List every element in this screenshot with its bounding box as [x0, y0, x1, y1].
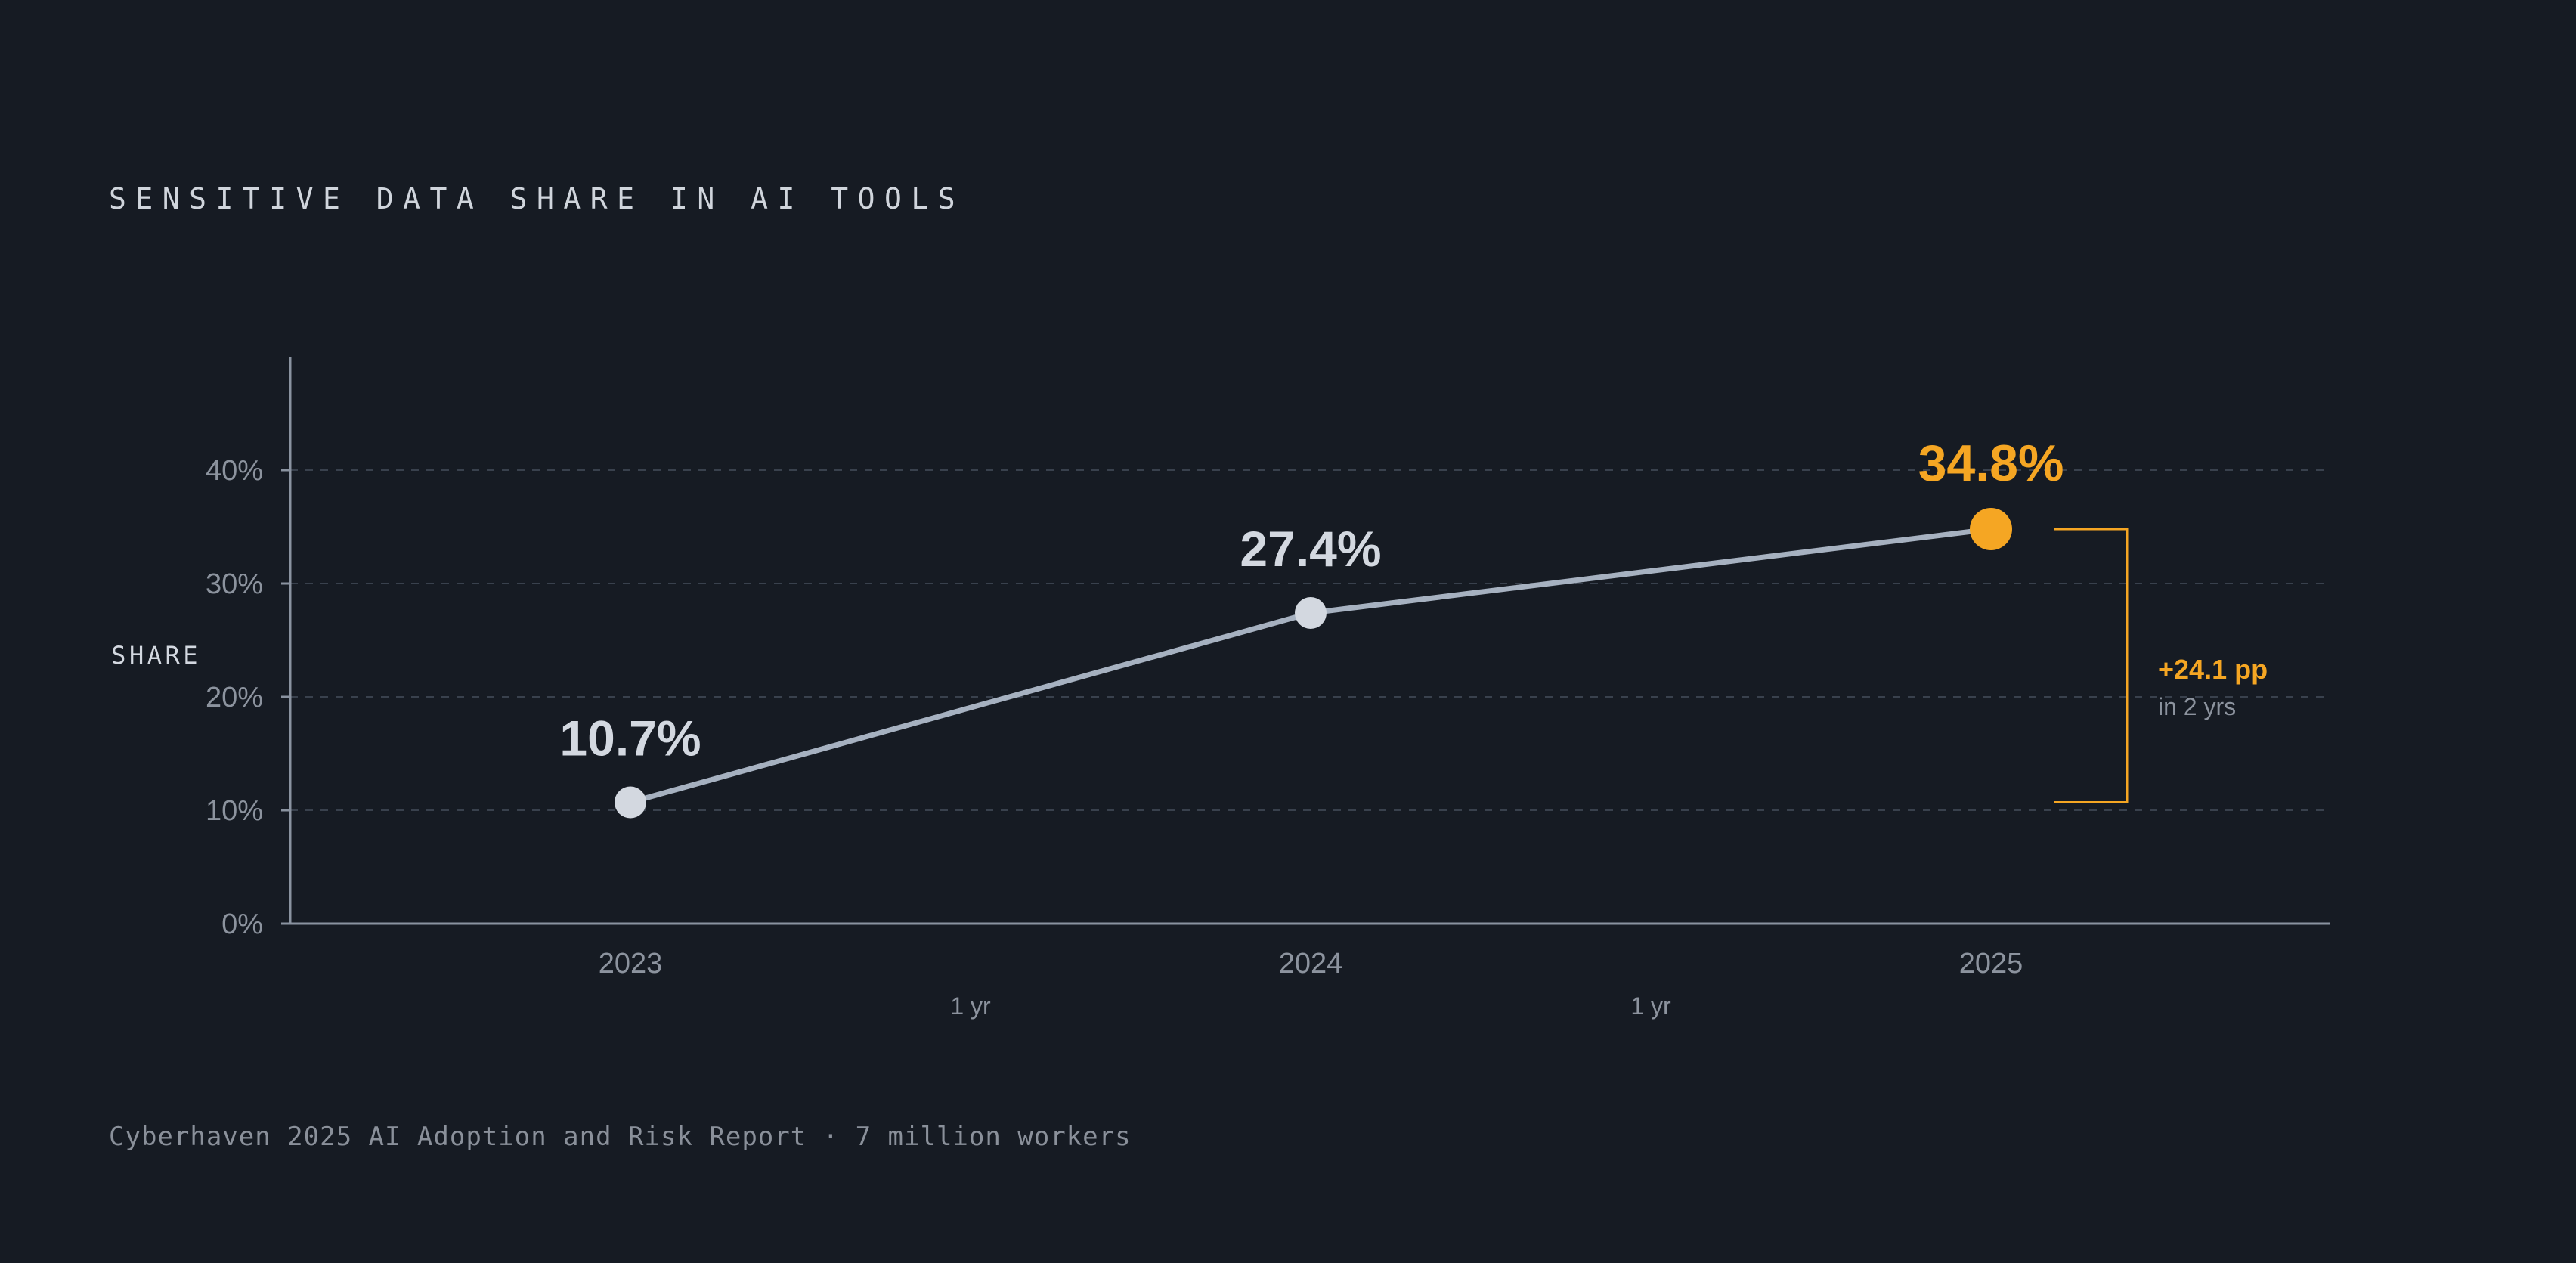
y-tick-label: 20% [206, 682, 263, 714]
x-tick-label: 2023 [599, 948, 663, 980]
data-label: 27.4% [1240, 521, 1381, 577]
interval-label: 1 yr [1630, 992, 1671, 1020]
y-axis-ticks: 0% 10% 20% 30% 40% [206, 455, 290, 940]
data-points [615, 508, 2012, 819]
highlight-point [1970, 508, 2012, 550]
data-point [615, 786, 646, 819]
y-tick-label: 40% [206, 455, 263, 487]
x-axis-ticks: 2023 2024 2025 [599, 948, 2023, 980]
source-note: Cyberhaven 2025 AI Adoption and Risk Rep… [109, 1122, 1132, 1152]
data-label: 34.8% [1918, 435, 2064, 492]
interval-label: 1 yr [950, 992, 991, 1020]
chart-title: SENSITIVE DATA SHARE IN AI TOOLS [109, 182, 964, 215]
y-tick-label: 10% [206, 795, 263, 827]
interval-labels: 1 yr 1 yr [950, 992, 1671, 1020]
data-label: 10.7% [559, 710, 701, 766]
y-axis-label: SHARE [111, 641, 201, 670]
x-tick-label: 2025 [1959, 948, 2023, 980]
x-tick-label: 2024 [1279, 948, 1343, 980]
y-tick-label: 0% [221, 909, 263, 940]
change-note-label: in 2 yrs [2158, 693, 2236, 720]
change-value-label: +24.1 pp [2158, 654, 2268, 685]
y-tick-label: 30% [206, 568, 263, 600]
data-point [1295, 597, 1327, 629]
data-labels: 10.7% 27.4% 34.8% [559, 435, 2064, 766]
change-bracket [2054, 528, 2129, 803]
